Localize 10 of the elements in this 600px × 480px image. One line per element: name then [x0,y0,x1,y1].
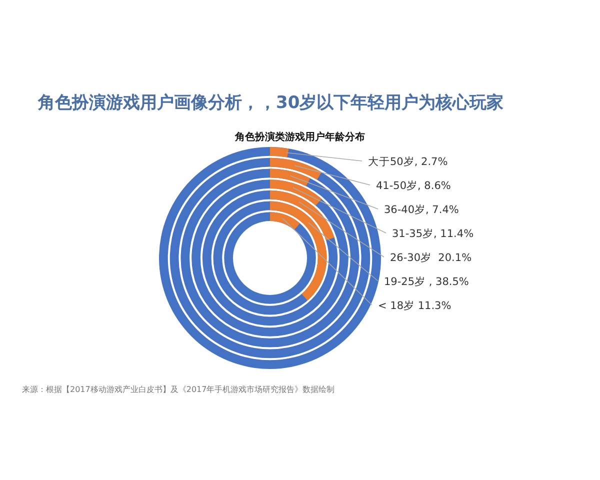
data-label: 31-35岁, 11.4% [392,228,474,240]
text: 角色扮演类游戏用户年龄分布 [234,131,365,143]
data-label: < 18岁 11.3% [378,300,452,312]
data-label: 大于50岁, 2.7% [368,155,448,168]
data-label: 26-30岁 20.1% [390,252,472,264]
data-label: 36-40岁, 7.4% [384,204,459,216]
text: 角色扮演游戏用户画像分析，，30岁以下年轻用户为核心玩家 [37,93,504,113]
data-label: 19-25岁 , 38.5% [384,276,469,288]
source-note: 来源：根据【2017移动游戏产业白皮书】及《2017年手机游戏市场研究报告》数据绘制 [22,385,335,394]
data-label: 41-50岁, 8.6% [376,180,451,192]
